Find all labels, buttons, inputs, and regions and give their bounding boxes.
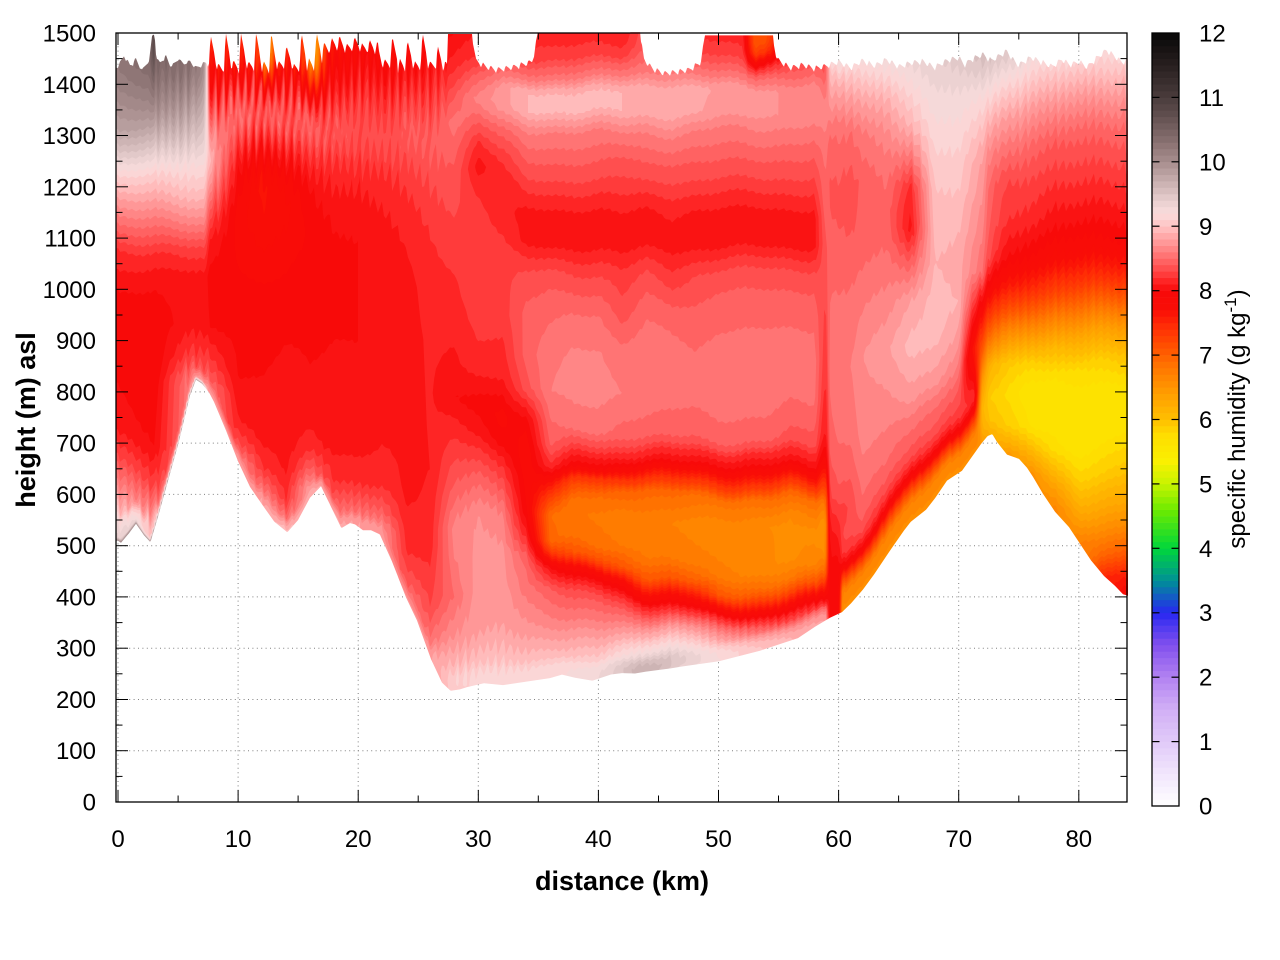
svg-text:70: 70	[945, 826, 972, 853]
svg-text:80: 80	[1065, 826, 1092, 853]
svg-text:60: 60	[825, 826, 852, 853]
svg-text:height (m) asl: height (m) asl	[11, 332, 41, 508]
svg-text:0: 0	[111, 826, 124, 853]
svg-text:1: 1	[1199, 729, 1212, 756]
svg-text:900: 900	[56, 328, 96, 355]
svg-text:specific humidity (g kg-1): specific humidity (g kg-1)	[1221, 289, 1251, 548]
svg-text:100: 100	[56, 738, 96, 765]
svg-text:700: 700	[56, 431, 96, 458]
svg-text:200: 200	[56, 687, 96, 714]
svg-text:1000: 1000	[43, 277, 96, 304]
svg-text:9: 9	[1199, 214, 1212, 241]
svg-text:1300: 1300	[43, 123, 96, 150]
svg-text:0: 0	[1199, 794, 1212, 821]
svg-text:50: 50	[705, 826, 732, 853]
svg-text:1200: 1200	[43, 174, 96, 201]
svg-text:1100: 1100	[44, 226, 96, 253]
svg-text:40: 40	[585, 826, 612, 853]
svg-text:10: 10	[225, 826, 252, 853]
svg-text:20: 20	[345, 826, 372, 853]
svg-text:1400: 1400	[43, 72, 96, 99]
svg-text:12: 12	[1199, 21, 1226, 48]
svg-text:11: 11	[1199, 85, 1224, 112]
svg-text:10: 10	[1199, 149, 1226, 176]
svg-text:4: 4	[1199, 536, 1212, 563]
svg-text:3: 3	[1199, 600, 1212, 627]
svg-text:7: 7	[1199, 343, 1212, 370]
svg-text:800: 800	[56, 379, 96, 406]
svg-text:30: 30	[465, 826, 492, 853]
svg-text:300: 300	[56, 636, 96, 663]
svg-text:distance (km): distance (km)	[535, 866, 709, 896]
svg-text:1500: 1500	[43, 21, 96, 48]
svg-text:400: 400	[56, 584, 96, 611]
svg-text:5: 5	[1199, 471, 1212, 498]
svg-text:500: 500	[56, 533, 96, 560]
svg-text:2: 2	[1199, 665, 1212, 692]
svg-text:600: 600	[56, 482, 96, 509]
svg-text:0: 0	[83, 790, 96, 817]
svg-text:6: 6	[1199, 407, 1212, 434]
svg-text:8: 8	[1199, 278, 1212, 305]
